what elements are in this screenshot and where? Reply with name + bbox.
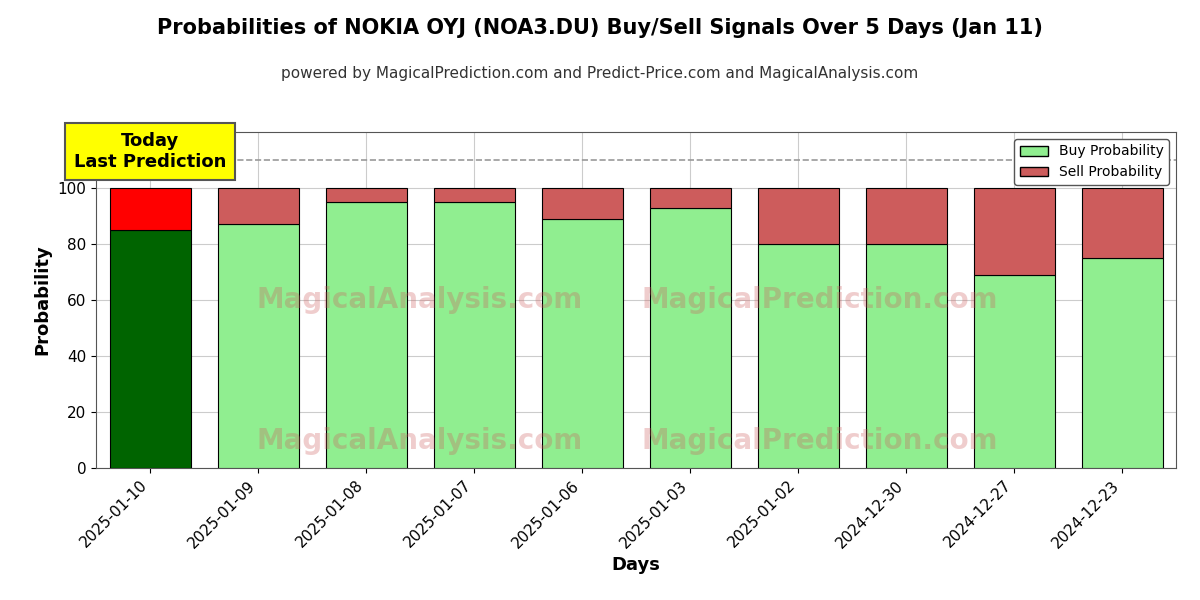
Bar [649, 188, 731, 208]
Text: powered by MagicalPrediction.com and Predict-Price.com and MagicalAnalysis.com: powered by MagicalPrediction.com and Pre… [281, 66, 919, 81]
Bar [757, 188, 839, 244]
Bar [433, 202, 515, 468]
Bar [865, 244, 947, 468]
Text: MagicalPrediction.com: MagicalPrediction.com [641, 427, 998, 455]
Y-axis label: Probability: Probability [34, 245, 52, 355]
Bar [217, 188, 299, 224]
Text: MagicalPrediction.com: MagicalPrediction.com [641, 286, 998, 314]
Bar [1081, 188, 1163, 258]
Bar [757, 244, 839, 468]
Bar [973, 188, 1055, 275]
Bar [1081, 258, 1163, 468]
Bar [433, 188, 515, 202]
Bar [973, 275, 1055, 468]
Bar [541, 219, 623, 468]
Legend: Buy Probability, Sell Probability: Buy Probability, Sell Probability [1014, 139, 1169, 185]
Text: Today
Last Prediction: Today Last Prediction [74, 132, 226, 171]
Bar [541, 188, 623, 219]
Text: MagicalAnalysis.com: MagicalAnalysis.com [257, 427, 583, 455]
Bar [217, 224, 299, 468]
Text: MagicalAnalysis.com: MagicalAnalysis.com [257, 286, 583, 314]
Bar [325, 188, 407, 202]
Bar [649, 208, 731, 468]
X-axis label: Days: Days [612, 556, 660, 574]
Bar [109, 230, 191, 468]
Text: Probabilities of NOKIA OYJ (NOA3.DU) Buy/Sell Signals Over 5 Days (Jan 11): Probabilities of NOKIA OYJ (NOA3.DU) Buy… [157, 18, 1043, 38]
Bar [325, 202, 407, 468]
Bar [109, 188, 191, 230]
Bar [865, 188, 947, 244]
